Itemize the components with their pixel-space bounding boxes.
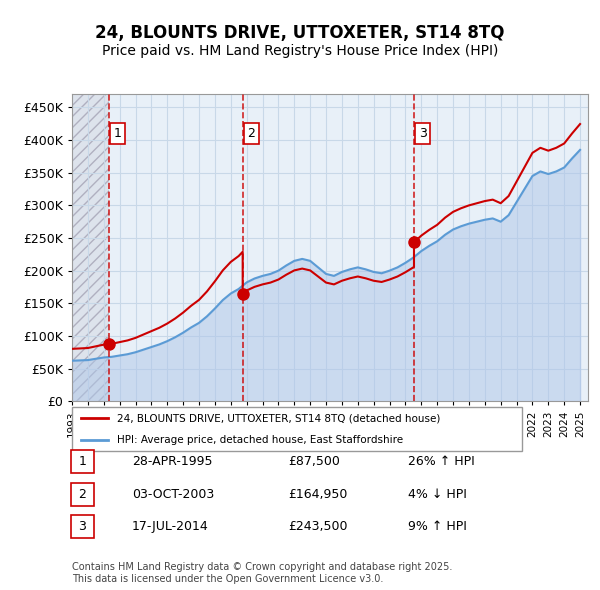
Text: 1: 1 <box>78 455 86 468</box>
Text: 3: 3 <box>419 127 427 140</box>
Text: 28-APR-1995: 28-APR-1995 <box>132 455 212 468</box>
Bar <box>72 94 109 401</box>
Text: 17-JUL-2014: 17-JUL-2014 <box>132 520 209 533</box>
Text: 03-OCT-2003: 03-OCT-2003 <box>132 488 214 501</box>
Text: HPI: Average price, detached house, East Staffordshire: HPI: Average price, detached house, East… <box>117 435 403 445</box>
Text: 26% ↑ HPI: 26% ↑ HPI <box>408 455 475 468</box>
Text: Price paid vs. HM Land Registry's House Price Index (HPI): Price paid vs. HM Land Registry's House … <box>102 44 498 58</box>
Text: 2: 2 <box>78 488 86 501</box>
Text: £87,500: £87,500 <box>288 455 340 468</box>
FancyBboxPatch shape <box>72 407 522 451</box>
Bar <box>72 94 109 401</box>
Text: 3: 3 <box>78 520 86 533</box>
Text: £164,950: £164,950 <box>288 488 347 501</box>
Text: 24, BLOUNTS DRIVE, UTTOXETER, ST14 8TQ (detached house): 24, BLOUNTS DRIVE, UTTOXETER, ST14 8TQ (… <box>117 413 440 423</box>
Text: 1: 1 <box>114 127 122 140</box>
Text: 4% ↓ HPI: 4% ↓ HPI <box>408 488 467 501</box>
Text: £243,500: £243,500 <box>288 520 347 533</box>
Text: 24, BLOUNTS DRIVE, UTTOXETER, ST14 8TQ: 24, BLOUNTS DRIVE, UTTOXETER, ST14 8TQ <box>95 24 505 42</box>
Text: Contains HM Land Registry data © Crown copyright and database right 2025.
This d: Contains HM Land Registry data © Crown c… <box>72 562 452 584</box>
Text: 2: 2 <box>247 127 256 140</box>
Text: 9% ↑ HPI: 9% ↑ HPI <box>408 520 467 533</box>
